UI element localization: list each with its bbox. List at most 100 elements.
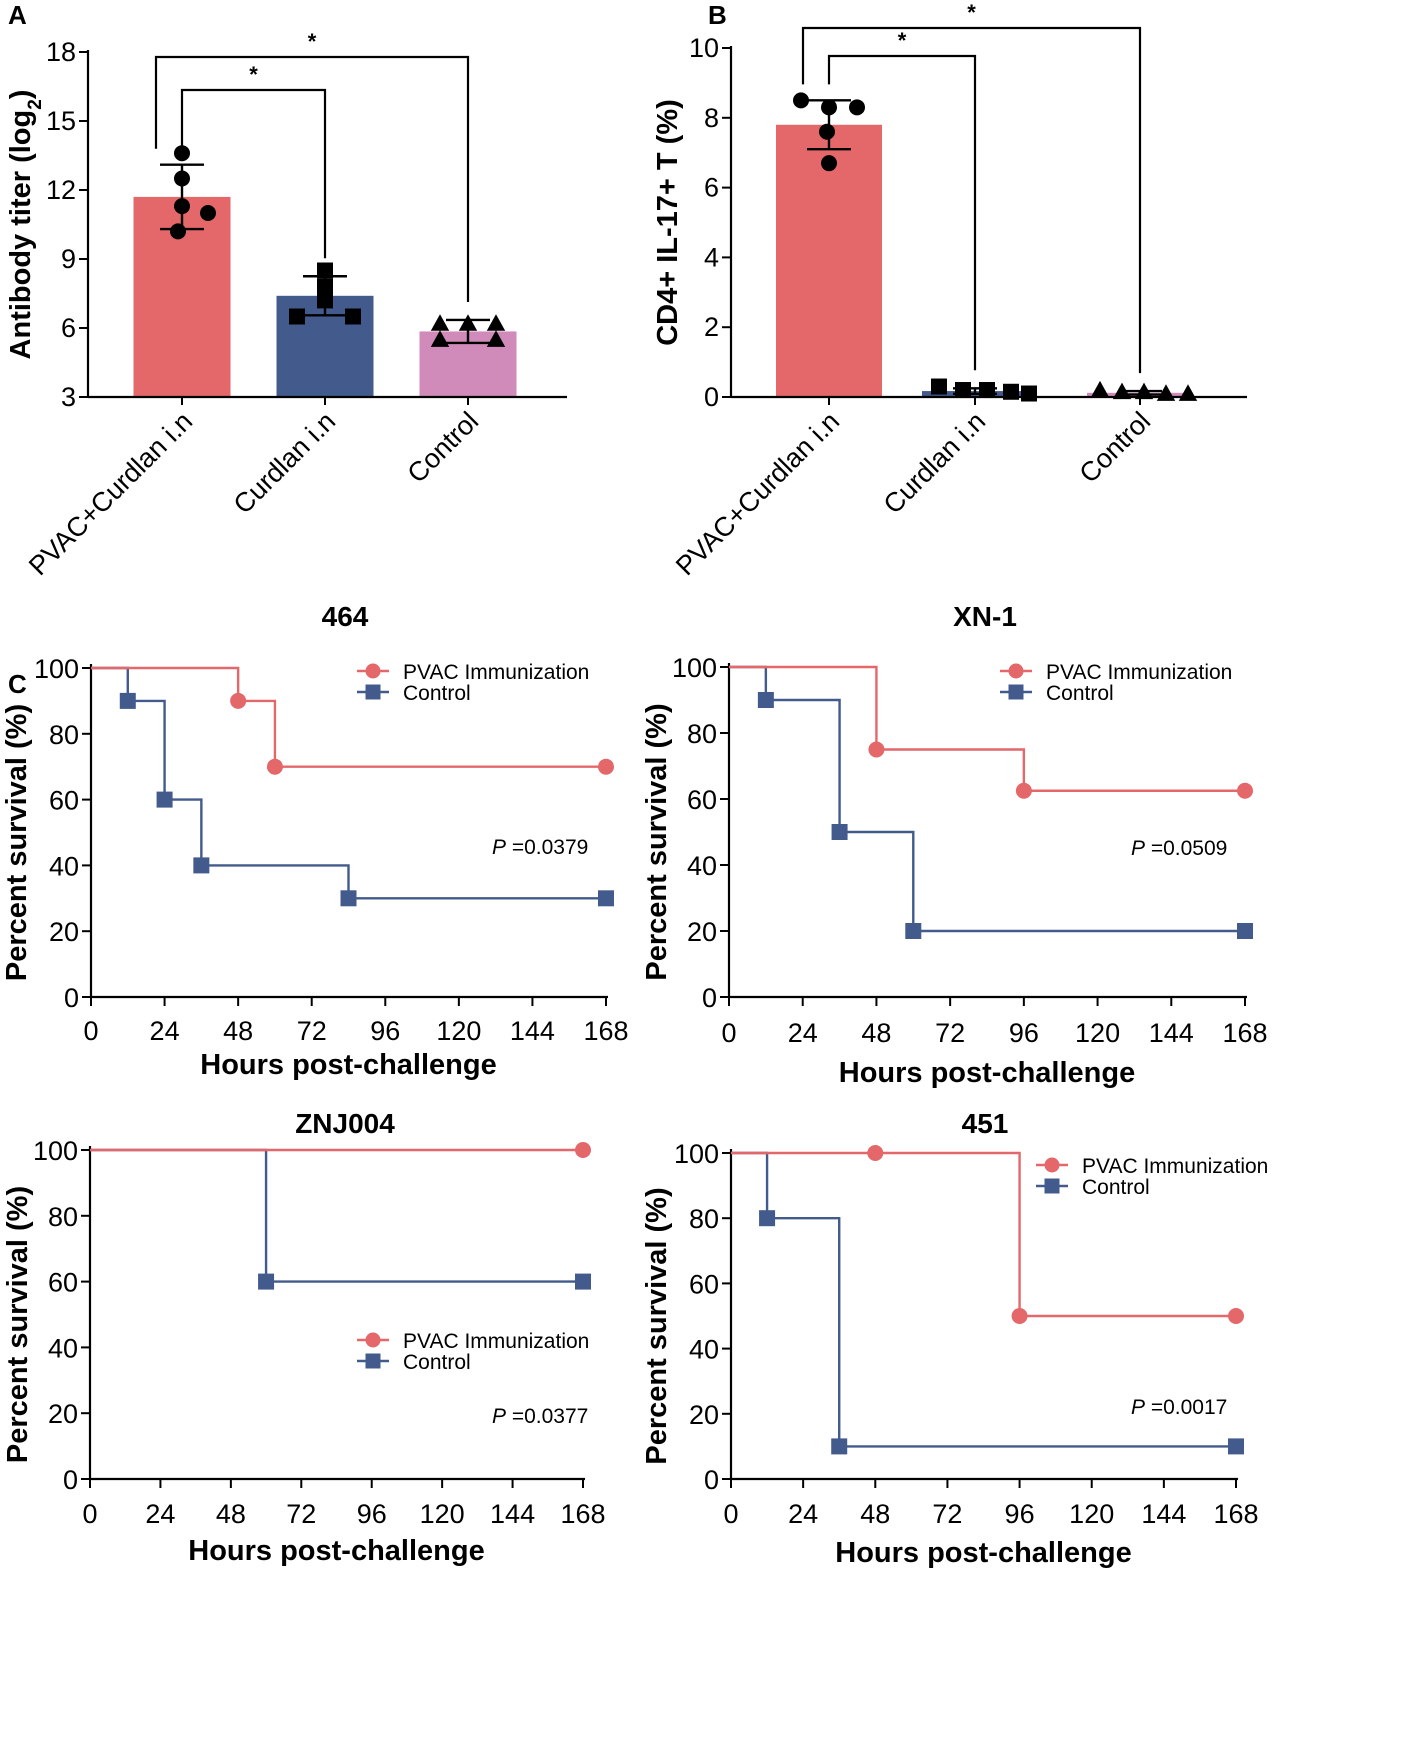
- y-axis-label: Percent survival (%): [641, 703, 673, 980]
- significance-star: *: [308, 29, 317, 54]
- legend-label: PVAC Immunization: [1082, 1155, 1268, 1178]
- legend-label: Control: [403, 682, 471, 705]
- y-tick-label: 100: [672, 653, 717, 683]
- x-axis-label: Hours post-challenge: [200, 1049, 497, 1081]
- x-tick-label: 144: [1141, 1499, 1186, 1529]
- x-axis-label: Hours post-challenge: [839, 1057, 1136, 1089]
- y-tick-label: 40: [49, 851, 79, 881]
- x-tick-label: 24: [150, 1016, 180, 1046]
- survival-marker: [868, 741, 885, 758]
- survival-marker: [831, 824, 848, 840]
- data-point: [345, 308, 361, 325]
- x-tick-label: 144: [1149, 1018, 1194, 1048]
- survival-marker: [1011, 1308, 1028, 1324]
- p-value: P =0.0377: [492, 1405, 588, 1428]
- data-point: [955, 382, 971, 399]
- x-tick-label: 120: [436, 1016, 481, 1046]
- legend-marker: [1008, 684, 1024, 700]
- survival-marker: [598, 758, 614, 775]
- legend-marker: [365, 1332, 381, 1348]
- survival-marker: [759, 1210, 776, 1227]
- survival-marker: [575, 1273, 591, 1290]
- data-point: [931, 378, 947, 395]
- survival-line-control: [90, 1148, 583, 1283]
- legend-label: PVAC Immunization: [1046, 661, 1232, 684]
- y-tick-label: 60: [49, 786, 79, 816]
- x-tick-label: 0: [82, 1499, 97, 1529]
- data-point: [289, 308, 305, 325]
- y-axis-label: Antibody titer (log2): [5, 90, 46, 360]
- survival-chart-znj004: ZNJ004 0 20 40 60 80 100 0 24 48 72 96 120 144 168 Hour…: [2, 1108, 606, 1567]
- x-tick-label: 48: [216, 1499, 246, 1529]
- category-label: Curdlan i.n: [878, 406, 992, 520]
- y-tick-label: 4: [704, 242, 719, 272]
- x-tick-label: 96: [370, 1016, 400, 1046]
- y-axis-label: Percent survival (%): [1, 704, 33, 981]
- x-tick-label: 120: [1069, 1499, 1114, 1529]
- plot-title: 464: [322, 601, 369, 632]
- category-label: PVAC+Curdlan i.n: [670, 406, 845, 581]
- data-point: [1178, 384, 1198, 401]
- survival-marker: [867, 1145, 884, 1161]
- data-point: [486, 314, 506, 331]
- y-tick-label: 2: [704, 312, 719, 342]
- x-tick-label: 0: [723, 1499, 738, 1529]
- x-tick-label: 24: [788, 1499, 818, 1529]
- x-tick-label: 48: [223, 1016, 253, 1046]
- survival-marker: [156, 791, 173, 808]
- survival-marker: [1228, 1438, 1244, 1455]
- y-tick-label: 60: [687, 785, 717, 815]
- x-tick-label: 144: [510, 1016, 555, 1046]
- data-point: [1156, 384, 1176, 401]
- p-value: P =0.0017: [1131, 1396, 1227, 1419]
- category-label: Curdlan i.n: [228, 406, 342, 520]
- panel-label-a: A: [8, 0, 27, 30]
- y-tick-label: 40: [689, 1335, 719, 1365]
- y-tick-label: 8: [704, 103, 719, 133]
- y-tick-label: 40: [48, 1333, 78, 1363]
- survival-chart-464: 464 0 20 40 60 80 100 0 24 48 72 96 120 144 168 Hours p…: [1, 601, 629, 1081]
- significance-bracket: [180, 88, 327, 259]
- legend-marker: [365, 1353, 381, 1369]
- y-tick-label: 0: [704, 382, 719, 412]
- chart-antibody-titer: 3 6 9 12 15 18 PVAC+Curdlan i.n Curdlan i.n Cont…: [5, 29, 567, 581]
- y-tick-label: 12: [46, 175, 76, 205]
- legend-label: PVAC Immunization: [403, 661, 589, 684]
- data-point: [819, 123, 835, 140]
- survival-chart-xn1: XN-1 0 20 40 60 80 100 0 24 48 72 96 120 144 168 Hours …: [641, 601, 1268, 1089]
- panel-label-b: B: [708, 0, 727, 30]
- y-tick-label: 6: [61, 313, 76, 343]
- x-tick-label: 120: [1075, 1018, 1120, 1048]
- data-point: [430, 314, 450, 331]
- y-tick-label: 80: [49, 720, 79, 750]
- data-point: [170, 223, 186, 240]
- x-tick-label: 144: [490, 1499, 535, 1529]
- y-tick-label: 0: [704, 1465, 719, 1495]
- y-axis-label: Percent survival (%): [641, 1187, 673, 1464]
- survival-marker: [230, 692, 247, 709]
- survival-marker: [266, 758, 283, 775]
- y-tick-label: 80: [48, 1202, 78, 1232]
- legend-marker: [365, 663, 381, 679]
- legend-label: Control: [1046, 682, 1114, 705]
- p-value: P =0.0509: [1131, 837, 1227, 860]
- y-tick-label: 20: [687, 917, 717, 947]
- survival-marker: [1237, 923, 1253, 939]
- y-tick-label: 60: [48, 1268, 78, 1298]
- survival-marker: [757, 692, 774, 708]
- data-point: [1003, 383, 1019, 400]
- plot-title: 451: [962, 1108, 1009, 1139]
- x-tick-label: 168: [1222, 1018, 1267, 1048]
- category-label: PVAC+Curdlan i.n: [23, 406, 198, 581]
- survival-chart-451: 451 0 20 40 60 80 100 0 24 48 72 96 120 144 168 Hours p…: [641, 1108, 1268, 1569]
- category-label: Control: [1073, 406, 1156, 489]
- significance-star: *: [967, 0, 976, 25]
- data-point: [486, 330, 506, 347]
- x-tick-label: 48: [861, 1018, 891, 1048]
- survival-marker: [575, 1142, 591, 1158]
- y-tick-label: 15: [46, 106, 76, 136]
- y-tick-label: 60: [689, 1269, 719, 1299]
- x-axis-label: Hours post-challenge: [188, 1535, 485, 1567]
- data-point: [200, 205, 216, 221]
- x-tick-label: 96: [1009, 1018, 1039, 1048]
